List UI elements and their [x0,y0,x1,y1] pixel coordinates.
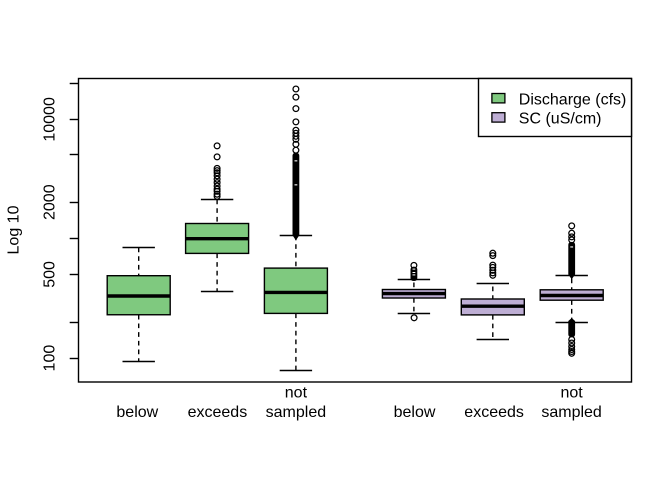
svg-text:SC (uS/cm): SC (uS/cm) [519,110,602,127]
svg-text:Discharge (cfs): Discharge (cfs) [519,91,627,108]
svg-text:sampled: sampled [541,404,601,421]
svg-text:2000: 2000 [42,184,59,220]
svg-text:100: 100 [42,345,59,372]
svg-text:below: below [116,404,158,421]
svg-text:Log 10: Log 10 [5,205,22,254]
svg-text:exceeds: exceeds [464,404,524,421]
svg-text:below: below [394,404,436,421]
svg-text:sampled: sampled [266,404,326,421]
svg-text:500: 500 [42,261,59,288]
svg-text:not: not [560,385,583,402]
svg-text:10000: 10000 [42,97,59,142]
svg-text:exceeds: exceeds [188,404,248,421]
svg-text:not: not [285,385,308,402]
